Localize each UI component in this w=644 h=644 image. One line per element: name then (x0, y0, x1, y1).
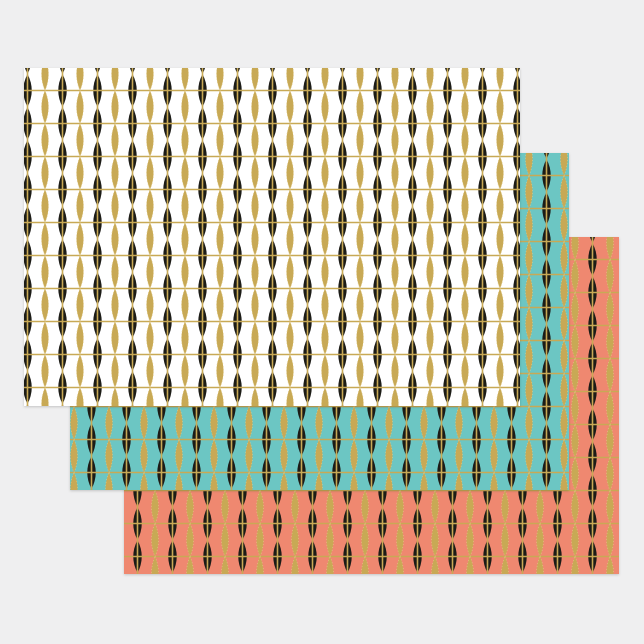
sheet-white (24, 68, 520, 406)
